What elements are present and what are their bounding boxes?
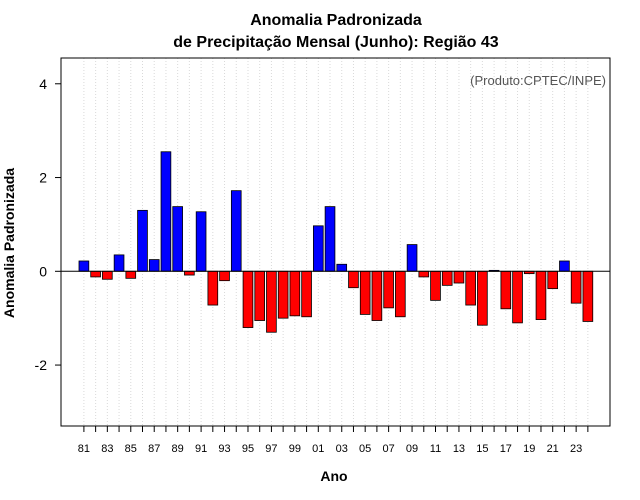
bar-2024 <box>582 270 594 322</box>
x-tick-label: 05 <box>359 443 371 455</box>
x-tick-label: 17 <box>500 443 512 455</box>
x-tick-label: 13 <box>453 443 465 455</box>
bar-2000 <box>301 270 312 318</box>
bar-2020 <box>535 270 547 320</box>
bar-1996 <box>254 270 266 321</box>
chart-title-line-2: de Precipitação Mensal (Junho): Região 4… <box>173 34 499 51</box>
bar-1994 <box>230 190 242 272</box>
y-tick-label: 0 <box>39 263 47 279</box>
x-axis: 81 83 85 87 89 91 93 95 97 99 01 03 05 07 09 11 13 15 17 19… <box>78 426 589 455</box>
x-tick-label: 83 <box>101 443 113 455</box>
bar-1992 <box>207 270 219 306</box>
credit-label: (Produto:CPTEC/INPE) <box>470 73 606 88</box>
bar-2013 <box>453 270 465 284</box>
bar-1995 <box>242 270 254 328</box>
y-axis-label: Anomalia Padronizada <box>1 168 17 318</box>
bar-1985 <box>125 270 137 279</box>
bar-1998 <box>277 270 289 319</box>
bar-2012 <box>441 270 453 286</box>
x-tick-label: 11 <box>430 443 441 455</box>
bar-2010 <box>418 270 430 278</box>
x-tick-label: 91 <box>195 443 207 455</box>
bar-2004 <box>348 270 359 289</box>
bar-1989 <box>172 206 183 272</box>
bar-1988 <box>160 151 172 272</box>
bar-1983 <box>102 270 113 280</box>
x-tick-label: 19 <box>523 443 535 455</box>
bar-1999 <box>289 270 301 317</box>
x-tick-label: 01 <box>312 443 324 455</box>
x-tick-label: 15 <box>476 443 488 455</box>
bar-2017 <box>500 270 512 310</box>
bar-2009 <box>406 244 418 272</box>
bar-2002 <box>324 206 336 272</box>
chart-title-line-1: Anomalia Padronizada <box>250 12 422 29</box>
x-tick-label: 03 <box>336 443 348 455</box>
bar-1993 <box>219 270 230 282</box>
bar-2011 <box>430 270 441 301</box>
bar-2014 <box>465 270 476 306</box>
x-axis-label: Ano <box>320 468 347 484</box>
y-tick-label: 2 <box>39 170 47 186</box>
bar-1986 <box>137 209 148 272</box>
bar-1981 <box>78 260 90 272</box>
bar-2001 <box>312 225 324 272</box>
y-tick-label: 4 <box>39 76 47 92</box>
bars <box>78 151 594 333</box>
bar-2005 <box>359 270 371 315</box>
plot-frame <box>60 57 611 427</box>
bar-2003 <box>336 263 348 272</box>
bar-1990 <box>184 270 195 276</box>
bar-1984 <box>113 254 125 272</box>
bar-1987 <box>148 259 160 272</box>
x-tick-label: 97 <box>265 443 277 455</box>
bar-1991 <box>195 211 207 272</box>
bar-2015 <box>477 270 488 326</box>
bar-1997 <box>266 270 277 333</box>
bar-2018 <box>512 270 523 324</box>
bar-2022 <box>559 260 570 272</box>
grid-lines <box>83 58 589 426</box>
x-tick-label: 85 <box>125 443 137 455</box>
bar-2007 <box>383 270 394 309</box>
x-tick-label: 95 <box>242 443 254 455</box>
bar-2008 <box>395 270 406 318</box>
x-tick-label: 23 <box>570 443 582 455</box>
x-tick-label: 21 <box>547 443 559 455</box>
x-tick-label: 87 <box>148 443 160 455</box>
x-tick-label: 81 <box>78 443 90 455</box>
bar-1982 <box>90 270 101 278</box>
x-tick-label: 89 <box>172 443 184 455</box>
bar-2021 <box>547 270 558 290</box>
bar-2006 <box>371 270 383 321</box>
x-tick-label: 07 <box>382 443 394 455</box>
x-tick-label: 99 <box>289 443 301 455</box>
y-tick-label: -2 <box>35 357 48 373</box>
x-tick-label: 93 <box>218 443 230 455</box>
bar-2023 <box>570 270 582 304</box>
y-axis: -2 0 2 4 <box>35 76 61 373</box>
x-tick-label: 09 <box>406 443 418 455</box>
